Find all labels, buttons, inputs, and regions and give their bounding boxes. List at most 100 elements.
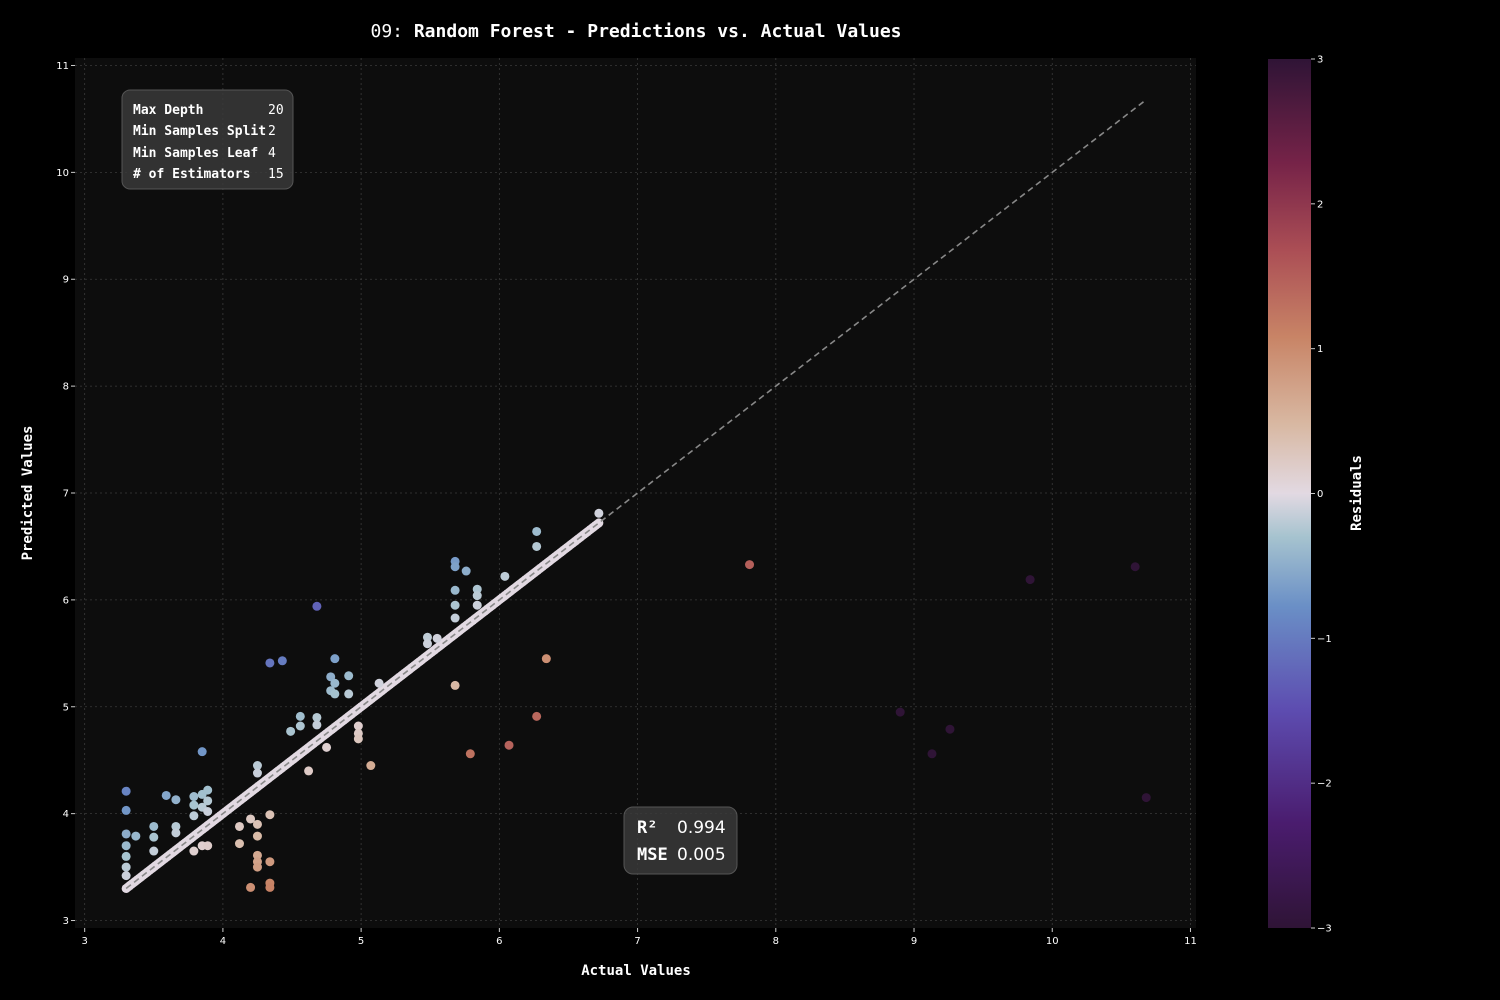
- data-point: [121, 829, 131, 839]
- colorbar-tick-label: 3: [1317, 55, 1323, 66]
- data-point: [121, 841, 131, 851]
- grid: [75, 58, 1196, 928]
- x-tick-label: 5: [358, 936, 364, 947]
- param-label: Min Samples Split: [133, 124, 266, 139]
- y-tick-label: 8: [63, 382, 69, 393]
- data-point: [234, 821, 244, 831]
- data-point: [500, 571, 510, 581]
- axis-ticks: 3 4 5 6 7 8 9 10 11 3 4 5 6 7 8 9 10 11: [56, 61, 1197, 947]
- data-point: [594, 508, 604, 518]
- x-tick-label: 9: [911, 936, 917, 947]
- data-point: [252, 819, 262, 829]
- data-point: [131, 831, 141, 841]
- data-point: [295, 721, 305, 731]
- data-point: [189, 800, 199, 810]
- metric-label: MSE: [637, 845, 668, 865]
- data-point: [322, 742, 332, 752]
- data-point: [1025, 575, 1035, 585]
- data-point: [465, 749, 475, 759]
- y-tick-label: 10: [56, 168, 69, 179]
- data-point: [121, 786, 131, 796]
- data-point: [171, 795, 181, 805]
- x-tick-label: 7: [634, 936, 640, 947]
- data-point: [252, 831, 262, 841]
- data-point: [149, 846, 159, 856]
- reference-line-layer: [125, 99, 1147, 890]
- data-point: [246, 814, 256, 824]
- y-axis-label: Predicted Values: [20, 426, 36, 561]
- data-point: [532, 711, 542, 721]
- params-box: Max Depth 20 Min Samples Split 2 Min Sam…: [121, 89, 294, 190]
- data-point: [304, 766, 314, 776]
- data-point: [927, 749, 937, 759]
- y-tick-label: 4: [63, 809, 69, 820]
- param-label: Min Samples Leaf: [133, 146, 258, 161]
- data-point: [149, 832, 159, 842]
- data-point: [532, 526, 542, 536]
- data-point: [450, 585, 460, 595]
- colorbar-tick-label: 1: [1317, 344, 1323, 355]
- data-point: [330, 689, 340, 699]
- data-point: [472, 591, 482, 601]
- colorbar-label: Residuals: [1349, 455, 1365, 531]
- data-point: [344, 689, 354, 699]
- colorbar-ticks: 3 2 1 0 −1 −2 −3: [1311, 55, 1332, 935]
- x-tick-label: 8: [773, 936, 779, 947]
- x-tick-label: 11: [1184, 936, 1197, 947]
- data-point: [189, 846, 199, 856]
- data-point: [353, 734, 363, 744]
- data-point: [422, 639, 432, 649]
- data-point: [149, 821, 159, 831]
- data-point: [532, 541, 542, 551]
- data-point: [330, 654, 340, 664]
- data-point: [745, 560, 755, 570]
- data-point: [374, 678, 384, 688]
- data-point: [330, 678, 340, 688]
- param-value: 2: [268, 124, 276, 139]
- data-point: [234, 839, 244, 849]
- metric-value: 0.994: [677, 818, 726, 838]
- data-point: [312, 601, 322, 611]
- data-point: [203, 841, 213, 851]
- data-point: [432, 633, 442, 643]
- data-point: [252, 850, 262, 860]
- data-point: [121, 871, 131, 881]
- param-value: 20: [268, 103, 284, 118]
- data-point: [541, 654, 551, 664]
- data-point: [472, 584, 482, 594]
- data-point: [353, 721, 363, 731]
- metric-value: 0.005: [677, 845, 726, 865]
- data-point: [326, 672, 336, 682]
- metrics-box: R² 0.994 MSE 0.005: [623, 806, 738, 875]
- data-point: [189, 811, 199, 821]
- x-tick-label: 6: [496, 936, 502, 947]
- data-point: [286, 726, 296, 736]
- data-point: [203, 785, 213, 795]
- data-point: [312, 712, 322, 722]
- data-point: [203, 796, 213, 806]
- colorbar-tick-label: −2: [1317, 779, 1332, 790]
- data-point: [265, 882, 275, 892]
- data-point: [246, 882, 256, 892]
- data-point: [171, 828, 181, 838]
- data-point: [1141, 793, 1151, 803]
- data-point: [472, 600, 482, 610]
- colorbar-tick-label: 2: [1317, 199, 1323, 210]
- y-tick-label: 9: [63, 275, 69, 286]
- data-point: [161, 790, 171, 800]
- data-point: [265, 658, 275, 668]
- colorbar: [1268, 59, 1311, 928]
- data-point: [121, 862, 131, 872]
- data-point: [265, 810, 275, 820]
- param-value: 15: [268, 167, 284, 182]
- data-point: [422, 632, 432, 642]
- data-point: [450, 680, 460, 690]
- data-point: [450, 613, 460, 623]
- data-point: [121, 851, 131, 861]
- data-point: [295, 711, 305, 721]
- data-point: [252, 768, 262, 778]
- reference-line: [125, 99, 1147, 890]
- data-point: [121, 805, 131, 815]
- data-point: [189, 792, 199, 802]
- param-label: Max Depth: [133, 103, 203, 118]
